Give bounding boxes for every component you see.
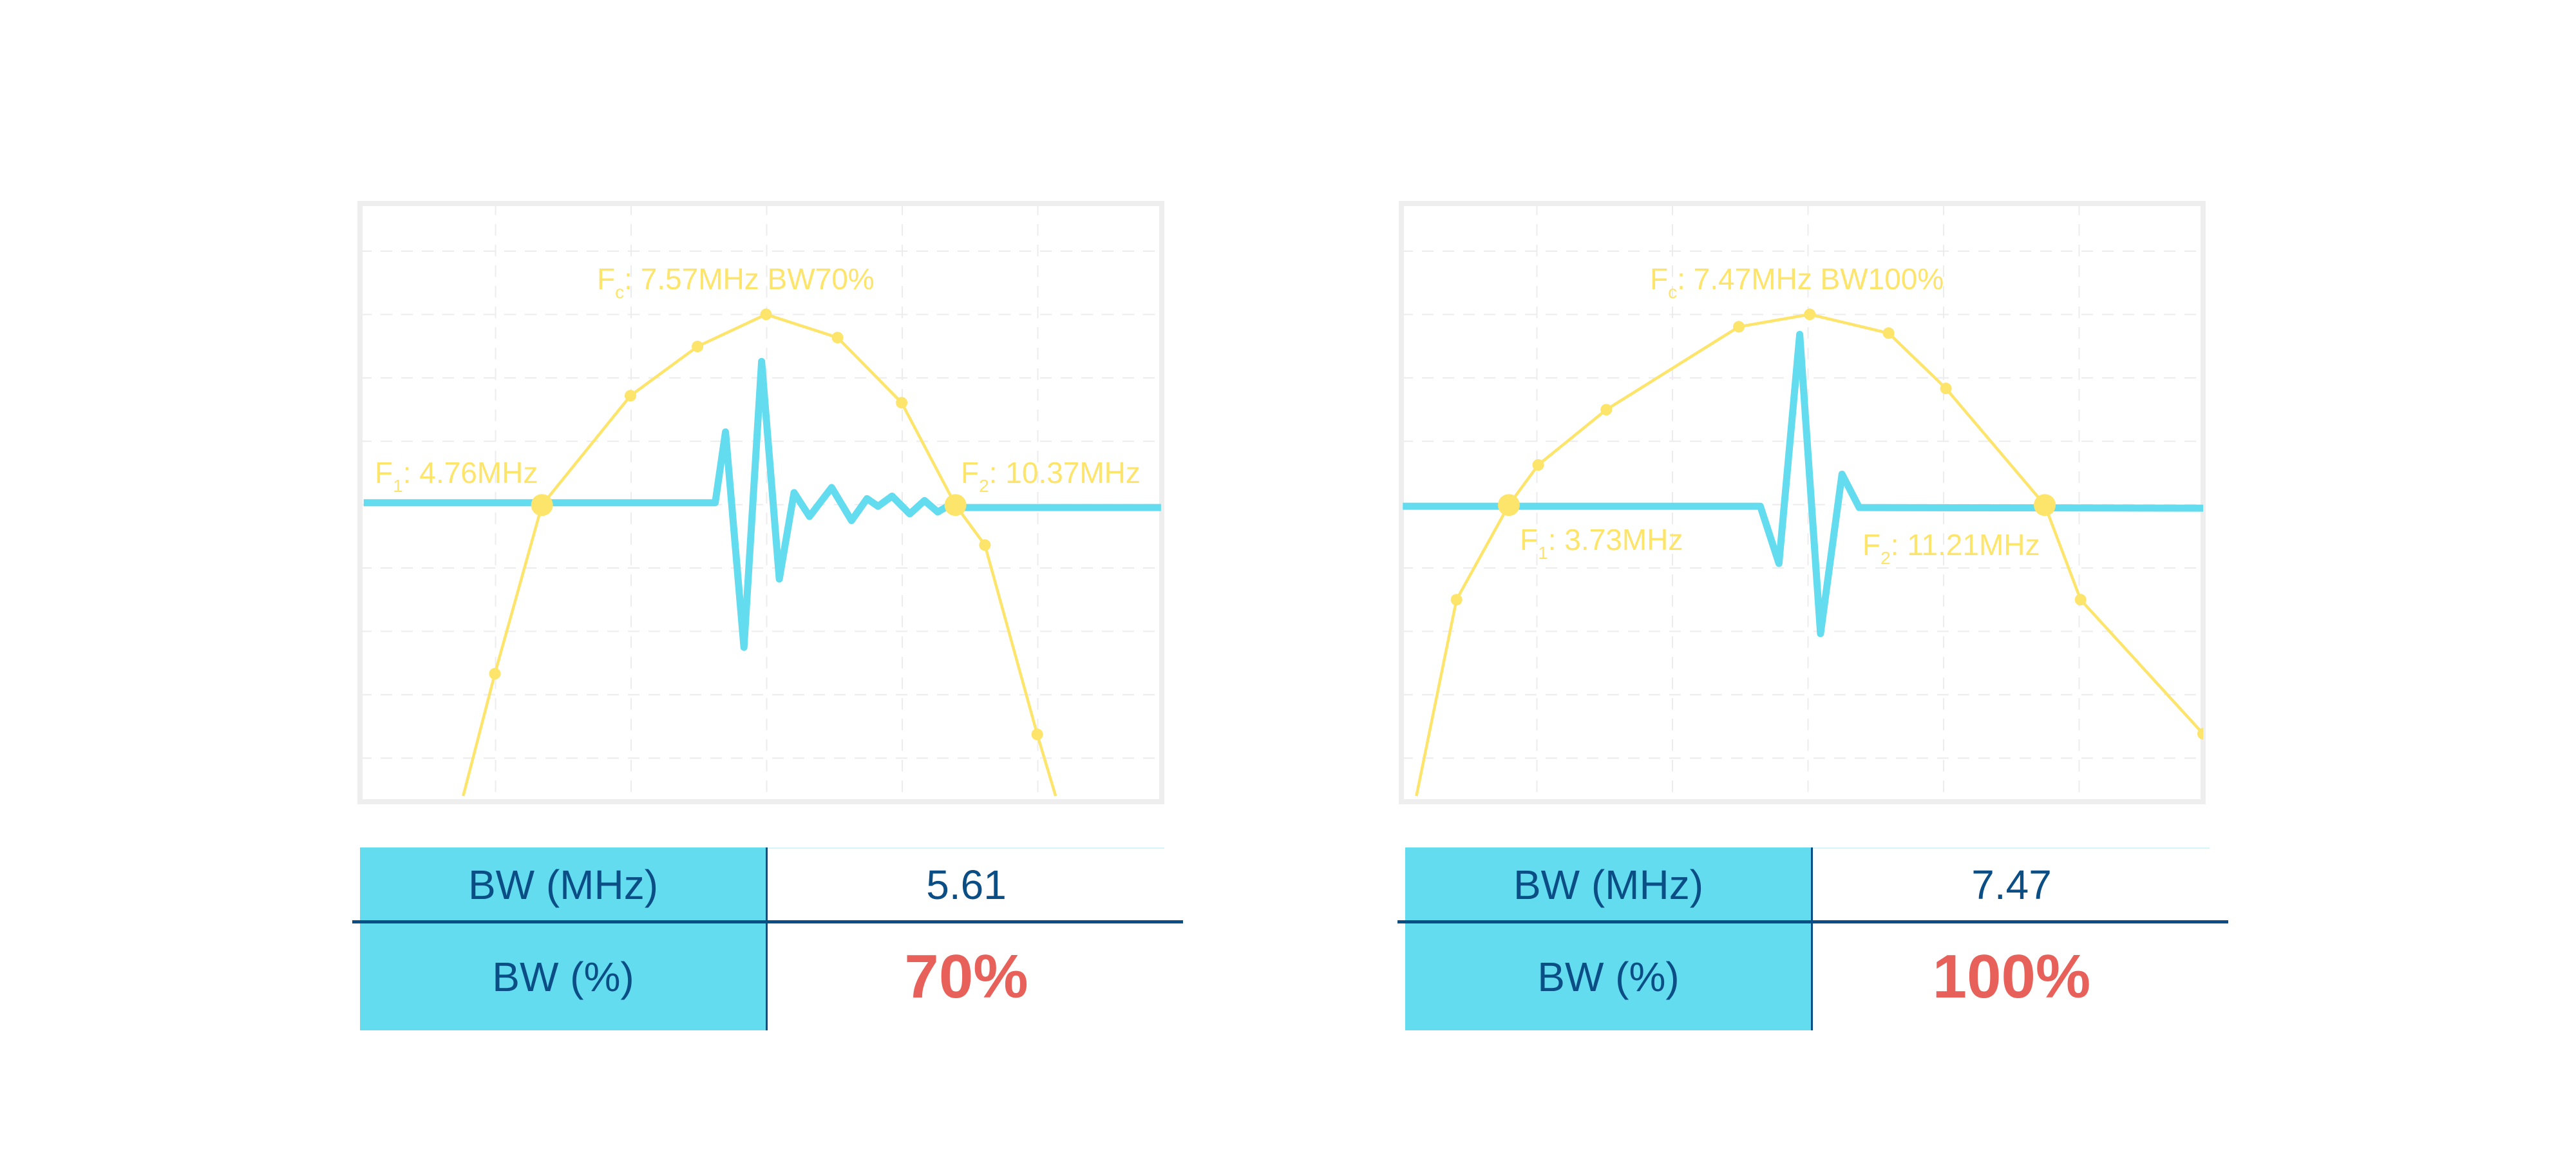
spectrum-point [1031,728,1043,741]
pulse-waveform-line [1403,330,2203,638]
plot-area [1403,308,2203,797]
cutoff-point-f2 [2034,494,2056,516]
row-label-bw-percent: BW (%) [1537,954,1680,1000]
spectrum-point [692,341,704,353]
header-column [1405,847,1812,1030]
label-fc: Fc: 7.57MHz BW70% [597,262,875,302]
value-bw-percent: 100% [1932,942,2091,1011]
spectrum-point [1733,321,1745,333]
value-bw-percent: 70% [904,942,1028,1011]
plot-frame [357,201,1164,804]
row-divider [352,920,1183,923]
label-f1: F1: 4.76MHz [375,456,538,496]
header-column [360,847,766,1030]
spectrum-point [760,308,772,321]
row-label-bw-mhz: BW (MHz) [468,861,659,908]
value-bw-mhz: 5.61 [926,861,1007,908]
column-divider [766,847,768,1030]
spectrum-line [462,312,1057,797]
spectrum-line [1415,312,2203,797]
row-label-bw-percent: BW (%) [492,954,634,1000]
plot-area [363,308,1161,797]
cutoff-point-f2 [944,494,967,516]
spectrum-point [2074,594,2087,606]
chart-right: Fc: 7.47MHz BW100% F1: 3.73MHz F2: 11.21MH… [1399,201,2206,804]
label-f2: F2: 10.37MHz [961,456,1141,496]
spectrum-point [1532,459,1544,471]
spectrum-point [1804,308,1816,321]
row-label-bw-mhz: BW (MHz) [1513,861,1704,908]
label-f1: F1: 3.73MHz [1520,523,1683,563]
pulse-waveform-line [363,357,1161,651]
row-divider [1397,920,2228,923]
spectrum-point [1600,404,1613,416]
spectrum-point [1940,383,1952,395]
spectrum-point [2197,728,2203,740]
cutoff-point-f1 [1497,494,1520,516]
spectrum-point [624,390,636,402]
bandwidth-table-right: BW (MHz) 7.47 BW (%) 100% [1397,847,2236,1030]
spectrum-point [896,397,908,409]
chart-left: Fc: 7.57MHz BW70% F1: 4.76MHz F2: 10.37MHz [357,201,1164,804]
spectrum-point [1882,327,1895,339]
column-divider [1811,847,1813,1030]
label-f2: F2: 11.21MHz [1862,528,2040,568]
spectrum-point [979,539,991,551]
cutoff-point-f1 [531,494,553,516]
spectrum-point [1450,594,1463,606]
label-fc: Fc: 7.47MHz BW100% [1650,262,1944,302]
plot-frame [1399,201,2206,804]
bandwidth-table-left: BW (MHz) 5.61 BW (%) 70% [352,847,1191,1030]
spectrum-point [831,332,844,344]
value-bw-mhz: 7.47 [1971,861,2052,908]
spectrum-point [489,668,501,680]
